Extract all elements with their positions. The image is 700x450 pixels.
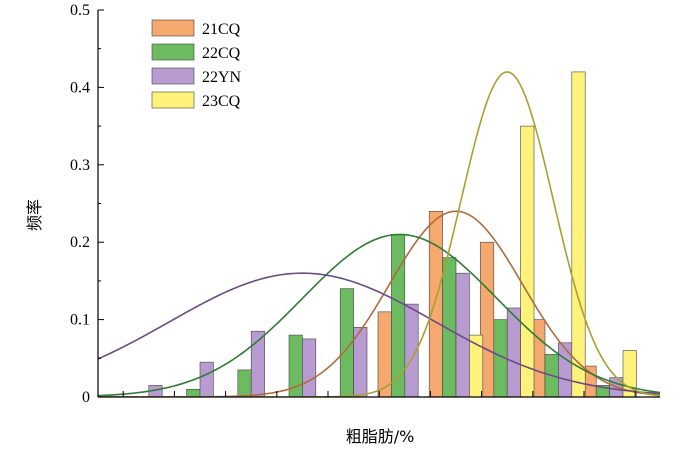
y-tick-label-0.5: 0.5 [70,2,90,19]
legend-swatch-23CQ [151,91,195,109]
y-tick-label-0.3: 0.3 [70,157,90,174]
bar-22CQ-3 [237,369,252,397]
bar-22YN-9 [558,342,573,397]
y-tick-label-0: 0 [82,389,90,406]
legend-swatch-22CQ [151,43,195,61]
y-axis-title: 频率 [25,199,44,231]
bar-21CQ-7 [428,210,443,397]
fit-curve-22CQ [98,233,660,397]
y-tick-label-0.1: 0.1 [70,312,90,329]
bar-23CQ-11 [674,382,687,397]
bar-22YN-4 [302,338,317,397]
bar-23CQ-8 [520,125,535,397]
bar-23CQ-9 [571,71,586,397]
fit-curve-22YN [98,272,660,395]
legend-label-22YN: 22YN [202,69,242,86]
legend: 21CQ 22CQ 22YN 23CQ [151,19,242,110]
y-tick-label-0.4: 0.4 [70,79,90,96]
legend-swatch-21CQ [151,19,195,37]
plot-area [98,71,687,397]
x-axis-title: 粗脂肪/% [346,427,415,446]
bar-22YN-8 [506,307,521,397]
legend-label-21CQ: 21CQ [202,21,241,38]
fit-curve-23CQ [98,71,660,397]
legend-swatch-22YN [151,67,195,85]
bar-22YN-5 [353,327,368,397]
bar-22YN-2 [199,361,214,397]
bar-22CQ-2 [186,388,201,397]
legend-label-23CQ: 23CQ [202,93,241,110]
y-tick-label-0.2: 0.2 [70,234,90,251]
axes: 0 0.1 0.2 0.3 0.4 0.5 [70,2,660,406]
legend-label-22CQ: 22CQ [202,45,241,62]
